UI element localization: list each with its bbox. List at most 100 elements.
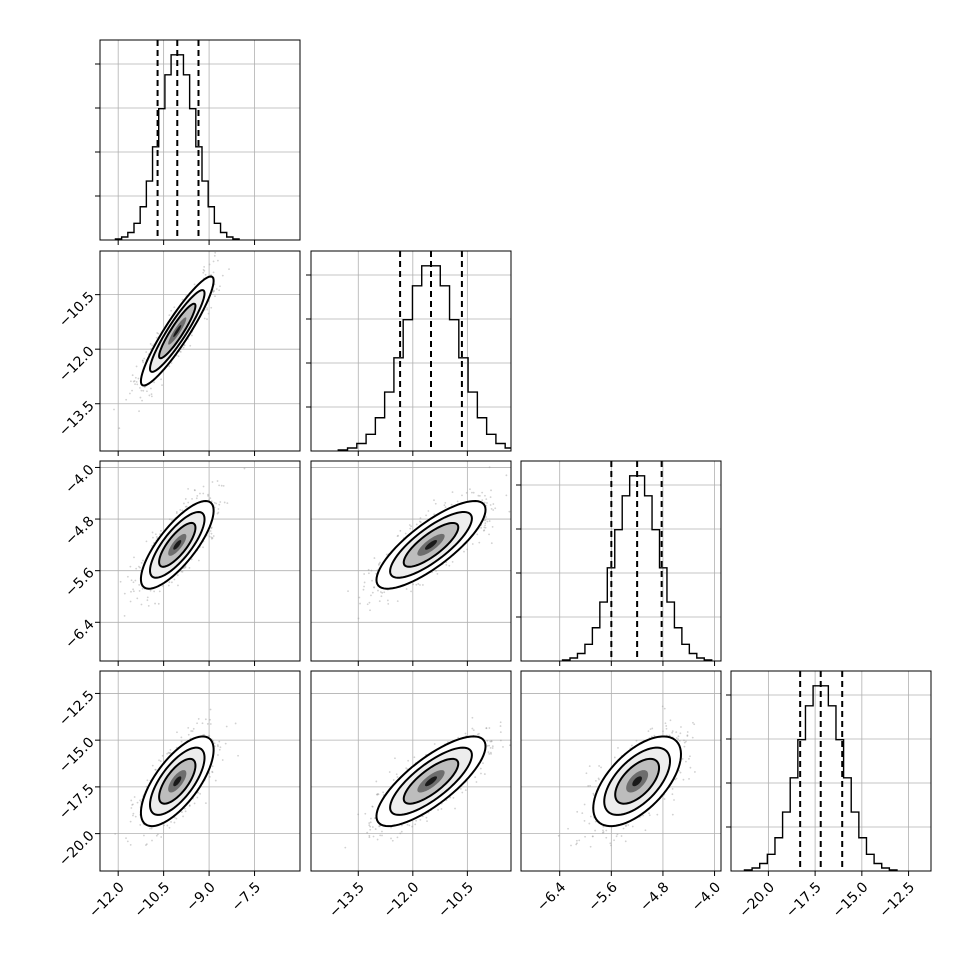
sample-point [213, 254, 216, 257]
sample-point [126, 840, 129, 843]
sample-point [145, 351, 148, 353]
sample-point [478, 495, 481, 497]
sample-point [484, 526, 487, 529]
sample-point [371, 591, 374, 594]
sample-point [216, 259, 219, 262]
sample-point [145, 843, 148, 846]
sample-point [476, 733, 479, 736]
sample-point [464, 732, 467, 735]
sample-point [373, 586, 376, 589]
sample-point [405, 588, 408, 590]
sample-point [499, 725, 502, 727]
sample-point [475, 781, 478, 783]
sample-point [168, 365, 171, 368]
sample-point [211, 765, 214, 768]
sample-point [153, 590, 156, 593]
sample-point [168, 581, 171, 584]
y-tick-label: −6.4 [62, 617, 97, 652]
sample-point [459, 787, 462, 790]
contour-line [148, 289, 206, 373]
sample-point [480, 526, 482, 529]
sample-point [598, 778, 600, 781]
sample-point [141, 359, 144, 362]
sample-point [149, 343, 152, 345]
sample-point [367, 568, 370, 571]
sample-point [219, 285, 221, 288]
sample-point [211, 537, 214, 539]
sample-point [181, 298, 184, 301]
sample-point [444, 506, 447, 509]
sample-point [146, 599, 149, 602]
sample-point [678, 740, 681, 742]
sample-point [671, 793, 674, 796]
sample-point [130, 590, 132, 593]
sample-point [394, 757, 396, 760]
sample-point [168, 314, 171, 317]
sample-point [377, 563, 380, 566]
sample-point [207, 312, 210, 315]
sample-point [488, 520, 491, 522]
y-tick-label: −13.5 [56, 398, 98, 440]
panel-3-1: −13.5 −12.0 −10.5 [310, 670, 512, 921]
contour-line [149, 746, 206, 816]
sample-point [377, 589, 379, 592]
sample-point [125, 398, 128, 401]
sample-point [146, 779, 149, 782]
sample-point [433, 743, 436, 745]
sample-point [366, 831, 369, 834]
sample-point [210, 526, 213, 529]
y-tick-label: −12.5 [56, 688, 98, 730]
sample-point [415, 819, 418, 822]
sample-point [202, 485, 205, 488]
sample-point [155, 336, 158, 339]
sample-point [188, 805, 191, 807]
sample-point [199, 792, 202, 795]
sample-point [363, 573, 366, 575]
sample-point [129, 392, 131, 395]
sample-point [197, 718, 200, 720]
sample-point [410, 590, 412, 593]
sample-point [368, 836, 371, 839]
sample-point [373, 586, 375, 589]
sample-point [397, 534, 399, 537]
sample-point [184, 498, 187, 500]
sample-point [175, 512, 178, 515]
sample-point [193, 802, 196, 805]
sample-point [168, 826, 171, 829]
sample-point [488, 753, 491, 755]
sample-point [211, 771, 214, 774]
sample-point [449, 796, 452, 799]
sample-point [376, 793, 379, 795]
sample-point [167, 751, 170, 754]
sample-point [137, 377, 140, 380]
sample-point [400, 830, 403, 833]
sample-point [148, 394, 151, 397]
sample-point [505, 474, 508, 477]
sample-point [597, 777, 600, 780]
axes-frame [99, 670, 301, 872]
density-peak [425, 540, 437, 550]
sample-point [179, 508, 182, 511]
x-tick-label: −10.5 [132, 879, 174, 921]
sample-point [378, 600, 381, 603]
sample-point [418, 520, 421, 523]
sample-point [118, 427, 121, 430]
sample-point [490, 489, 492, 492]
sample-point [143, 386, 146, 389]
sample-point [508, 510, 511, 513]
sample-point [437, 809, 439, 811]
sample-point [381, 830, 383, 833]
sample-point [489, 496, 492, 499]
sample-point [173, 578, 176, 581]
sample-point [472, 729, 475, 732]
sample-point [425, 514, 427, 517]
sample-point [140, 389, 143, 392]
sample-point [218, 484, 221, 487]
sample-point [368, 824, 371, 827]
sample-point [204, 802, 207, 805]
sample-point [463, 550, 465, 553]
contour-line [402, 757, 460, 805]
sample-point [214, 295, 216, 298]
sample-point [132, 814, 134, 817]
sample-point [163, 824, 165, 827]
